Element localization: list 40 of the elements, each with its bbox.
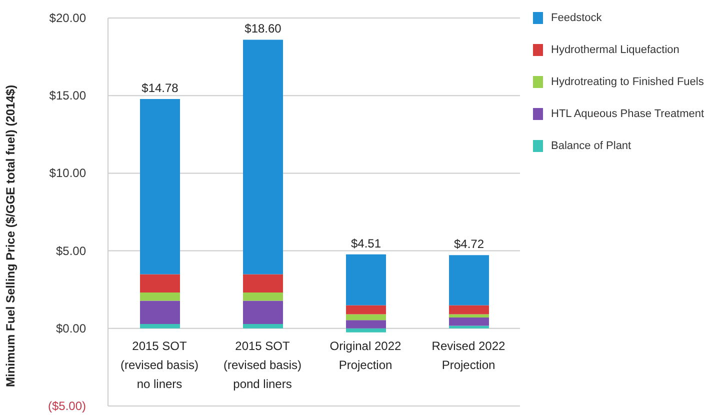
total-label: $4.72	[454, 237, 484, 252]
y-tick-label: $10.00	[49, 166, 86, 180]
y-tick-label: $15.00	[49, 88, 86, 103]
bar	[140, 292, 180, 301]
x-tick-label: Original 2022 Projection	[330, 339, 402, 372]
bar	[346, 328, 386, 332]
bar	[140, 274, 180, 293]
bar	[140, 300, 180, 324]
bar	[140, 99, 180, 274]
bar	[243, 324, 283, 328]
bar	[449, 326, 489, 328]
legend-label: Balance of Plant	[551, 140, 632, 152]
total-label: $14.78	[142, 81, 179, 96]
bar	[449, 318, 489, 326]
legend-label: Hydrothermal Liquefaction	[551, 44, 680, 56]
x-tick-label: 2015 SOT (revised basis) no liners	[120, 339, 199, 391]
bar	[346, 314, 386, 320]
y-tick-label: $20.00	[49, 11, 86, 25]
legend-label: Hydrotreating to Finished Fuels	[551, 76, 704, 88]
legend-label: Feedstock	[551, 12, 602, 24]
y-tick-label: $5.00	[56, 244, 86, 258]
bar	[346, 305, 386, 314]
y-axis-title: Minimum Fuel Selling Price ($/GGE total fuel) (2014$)	[3, 84, 18, 387]
bar	[449, 305, 489, 314]
bar	[243, 292, 283, 301]
bar	[243, 300, 283, 324]
bar	[346, 254, 386, 306]
legend-label: HTL Aqueous Phase Treatment	[551, 108, 704, 120]
total-label: $18.60	[244, 22, 282, 36]
bar	[243, 274, 283, 293]
bar	[449, 255, 489, 306]
bar	[346, 320, 386, 328]
y-tick-label: $0.00	[56, 321, 86, 336]
y-tick-label: ($5.00)	[48, 399, 86, 413]
bar	[243, 40, 283, 274]
bar	[449, 314, 489, 318]
x-tick-label: Revised 2022 Projection	[432, 339, 506, 372]
x-tick-label: 2015 SOT (revised basis) pond liners	[223, 339, 302, 391]
total-label: $4.51	[350, 236, 382, 250]
bar	[140, 324, 180, 328]
